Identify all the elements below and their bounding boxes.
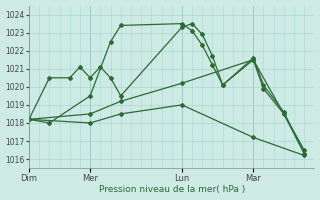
X-axis label: Pression niveau de la mer( hPa ): Pression niveau de la mer( hPa ): [99, 185, 245, 194]
